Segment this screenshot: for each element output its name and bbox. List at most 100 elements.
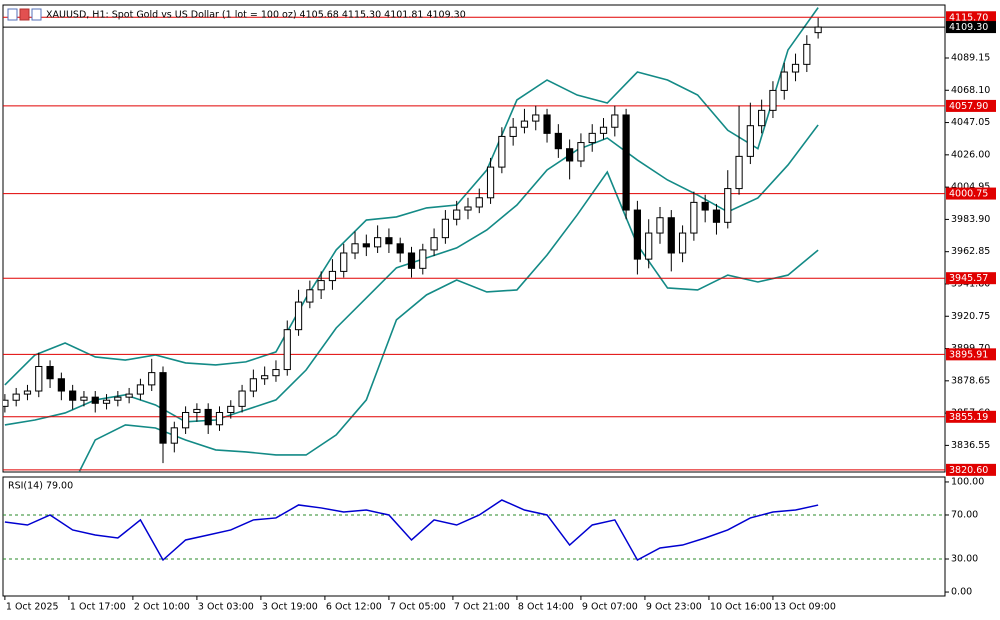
candle-body [453, 209, 461, 220]
candle-body [385, 237, 393, 245]
level-label-bg [946, 410, 996, 423]
candle-body [46, 365, 54, 380]
candle-body [554, 132, 562, 150]
candle-body [294, 301, 303, 331]
rsi-plot [3, 499, 945, 562]
candle-body [114, 396, 122, 401]
y-tick-label: 4089.15 [951, 52, 990, 63]
candle-body [543, 114, 551, 134]
candle-body [238, 390, 246, 407]
y-tick-label: 3983.90 [951, 214, 990, 225]
band-line [78, 170, 819, 472]
level-label: 3855.19 [949, 412, 988, 423]
level-label: 3895.91 [949, 349, 988, 360]
rsi-panel [2, 476, 946, 597]
candle-body [227, 405, 235, 413]
candle-body [566, 148, 574, 162]
candle-body [170, 427, 178, 444]
y-tick-label: 30.00 [951, 554, 978, 565]
candle-body [803, 43, 811, 65]
candle-body [532, 114, 540, 122]
band-line [4, 7, 819, 386]
candle-body [215, 411, 224, 426]
candle-body [328, 270, 337, 282]
x-tick-label: 8 Oct 14:00 [518, 602, 574, 613]
candle-body [91, 396, 99, 404]
candle-body [261, 375, 269, 380]
candle-body [204, 408, 212, 426]
chart-title: XAUUSD, H1: Spot Gold vs US Dollar (1 lo… [46, 10, 466, 21]
rsi-title: RSI(14) 79.00 [8, 481, 73, 492]
candle-body [136, 384, 145, 395]
level-label-bg [946, 11, 996, 24]
candle-body [498, 135, 506, 168]
candle-body [667, 217, 675, 254]
level-label: 4115.70 [949, 12, 988, 23]
candle-body [272, 369, 280, 377]
candle-body [148, 372, 156, 386]
icon-part [7, 8, 18, 21]
x-tick-label: 13 Oct 09:00 [774, 602, 836, 613]
candle-body [283, 329, 291, 371]
y-tick-label: 3920.75 [951, 311, 990, 322]
price-plot [3, 7, 945, 472]
candle-body [80, 396, 88, 401]
candle-body [724, 188, 732, 223]
x-tick-label: 1 Oct 2025 [6, 602, 59, 613]
candle-body [362, 243, 370, 248]
candle-body [712, 209, 721, 223]
level-label: 3820.60 [949, 465, 988, 476]
x-tick-label: 7 Oct 05:00 [390, 602, 446, 613]
candle-body [306, 289, 314, 303]
y-tick-label: 4004.95 [951, 182, 990, 193]
candle-body [780, 71, 788, 91]
candle-body [35, 365, 43, 392]
candle-body [588, 132, 596, 144]
x-tick-label: 10 Oct 16:00 [710, 602, 772, 613]
candle-body [407, 252, 416, 269]
symbol-icon [7, 8, 42, 21]
candle-body [69, 390, 77, 401]
last-price-label-bg [946, 21, 996, 34]
candle-body [57, 378, 65, 392]
x-tick-label: 3 Oct 19:00 [262, 602, 318, 613]
x-tick-label: 2 Oct 10:00 [134, 602, 190, 613]
axes: 4089.15 4068.10 4047.05 4026.00 4004.95 3983.… [4, 11, 996, 613]
y-tick-label: 3962.85 [951, 246, 990, 257]
y-tick-label: 3878.65 [951, 375, 990, 386]
candle-body [23, 390, 32, 395]
level-label-bg [946, 463, 996, 476]
candle-body [181, 411, 190, 429]
candle-body [678, 232, 687, 254]
y-tick-label: 3836.55 [951, 440, 990, 451]
candle-body [611, 114, 619, 128]
candle-body [622, 114, 630, 211]
last-price-label: 4109.30 [949, 22, 988, 33]
level-label-bg [946, 272, 996, 285]
candle-body [475, 197, 483, 208]
candle-body [317, 280, 325, 291]
candle-body [3, 399, 9, 407]
level-label: 4057.90 [949, 101, 988, 112]
x-tick-label: 9 Oct 07:00 [582, 602, 638, 613]
candle-body [656, 217, 664, 234]
candle-body [419, 249, 427, 269]
y-tick-label: 4068.10 [951, 85, 990, 96]
level-label-bg [946, 99, 996, 112]
icon-part [31, 8, 42, 21]
candle-body [577, 142, 585, 162]
candle-body [735, 155, 743, 190]
x-tick-label: 6 Oct 12:00 [326, 602, 382, 613]
candle-body [769, 89, 777, 111]
candle-body [599, 126, 608, 134]
x-tick-label: 7 Oct 21:00 [454, 602, 510, 613]
candle-body [464, 206, 472, 211]
candle-body [814, 26, 822, 34]
candle-body [102, 399, 111, 404]
candle-body [430, 237, 438, 251]
y-tick-label: 0.00 [951, 587, 972, 598]
candle-body [12, 393, 20, 401]
